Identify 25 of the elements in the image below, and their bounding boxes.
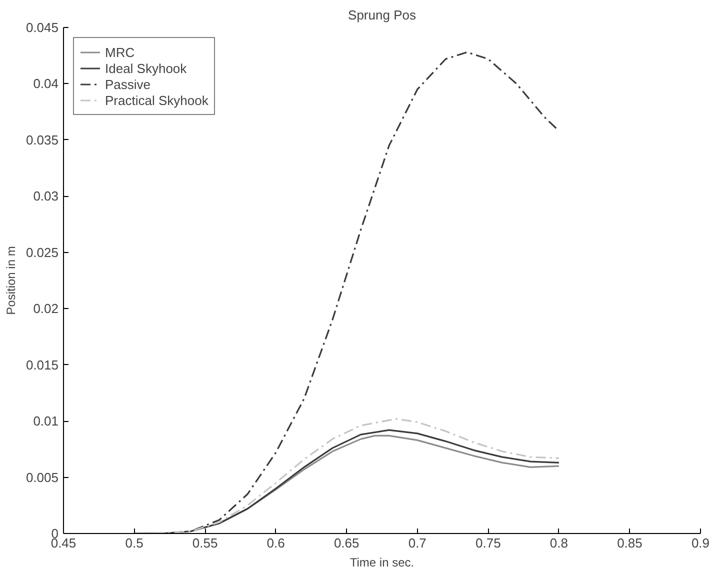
x-tick-label: 0.85 — [617, 536, 642, 550]
legend-label: Practical Skyhook — [105, 92, 208, 108]
y-tick-label: 0.015 — [26, 357, 59, 372]
y-tick-label: 0.005 — [26, 470, 59, 485]
x-tick-label: 0.9 — [691, 536, 710, 550]
x-tick-label: 0.65 — [334, 536, 360, 550]
x-tick-label: 0.6 — [266, 536, 285, 550]
x-tick-label: 0.7 — [408, 536, 426, 550]
x-axis-title: Time in sec. — [350, 556, 414, 570]
chart-title: Sprung Pos — [348, 8, 416, 22]
y-tick-label: 0.045 — [26, 20, 59, 35]
legend-label: Ideal Skyhook — [105, 60, 187, 76]
x-tick-label: 0.5 — [125, 536, 144, 550]
y-tick-label: 0.01 — [33, 414, 59, 429]
x-tick-label: 0.8 — [550, 536, 568, 550]
x-tick-label: 0.55 — [192, 536, 218, 550]
y-tick-label: 0.035 — [26, 132, 59, 148]
legend-label: Passive — [105, 76, 151, 92]
y-tick-label: 0.025 — [26, 244, 59, 260]
legend-label: MRC — [105, 44, 135, 60]
x-tick-label: 0.75 — [476, 536, 501, 550]
y-tick-label: 0.04 — [33, 76, 59, 92]
y-tick-label: 0.02 — [33, 301, 59, 316]
y-tick-label: 0.03 — [33, 188, 59, 204]
y-axis-title: Position in m — [4, 246, 18, 315]
